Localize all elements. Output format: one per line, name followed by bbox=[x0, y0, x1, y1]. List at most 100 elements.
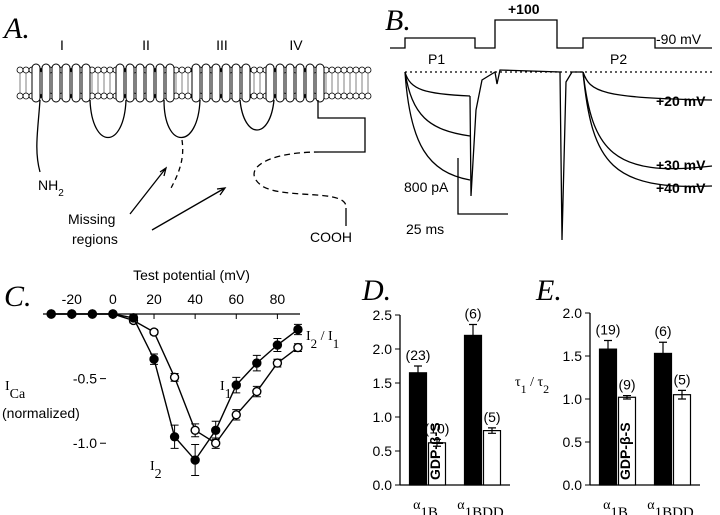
data-point bbox=[272, 340, 283, 350]
helix bbox=[275, 63, 285, 103]
data-point bbox=[190, 425, 200, 436]
error-bar bbox=[414, 365, 422, 381]
data-point bbox=[293, 342, 303, 353]
data-point bbox=[211, 438, 221, 448]
error-bar bbox=[659, 341, 667, 366]
subscript: 2 bbox=[311, 336, 318, 351]
c-terminus-line bbox=[317, 100, 366, 153]
error-bar bbox=[433, 438, 441, 447]
lipid-head bbox=[328, 66, 336, 74]
data-point bbox=[128, 313, 139, 323]
helix bbox=[51, 63, 61, 103]
y-tick-label: 2.0 bbox=[373, 341, 393, 357]
arrow bbox=[151, 187, 227, 231]
scale-bar bbox=[457, 158, 508, 215]
data-point bbox=[149, 327, 159, 337]
data-point bbox=[293, 324, 303, 335]
series-label: GDP-β-S bbox=[427, 422, 443, 480]
helix bbox=[165, 63, 175, 103]
panel-label: B. bbox=[385, 4, 411, 37]
subscript: 1 bbox=[225, 387, 232, 402]
y-axis-title: ICa bbox=[5, 379, 26, 402]
series-label: GTP-γ-S bbox=[598, 425, 614, 480]
helix bbox=[231, 63, 241, 103]
y-tick-label: 1.0 bbox=[563, 391, 583, 407]
helix bbox=[201, 63, 211, 103]
y-axis-title: τ1 / τ2 bbox=[515, 375, 549, 396]
domain-label: III bbox=[216, 37, 228, 53]
loop bbox=[89, 99, 127, 139]
lipid-head bbox=[94, 66, 102, 74]
trace bbox=[469, 69, 583, 241]
x-tick-label: α1BDD bbox=[647, 498, 694, 515]
right-axis-title: I2 / I1 bbox=[306, 329, 339, 351]
y-tick-label: 1.0 bbox=[373, 409, 393, 425]
lipid-head bbox=[250, 92, 258, 100]
lipid-head bbox=[106, 66, 114, 74]
lipid-head bbox=[100, 92, 108, 100]
n-label: (9) bbox=[618, 377, 635, 393]
missing-loop bbox=[169, 139, 184, 191]
helix bbox=[221, 63, 231, 103]
x-tick-label: -20 bbox=[62, 291, 82, 307]
lipid-head bbox=[346, 92, 354, 100]
data-point bbox=[108, 309, 118, 319]
error-bar bbox=[469, 323, 477, 347]
text-part: α bbox=[647, 498, 655, 513]
y-tick-label: 0.0 bbox=[373, 477, 393, 493]
subscript: 2 bbox=[543, 382, 549, 396]
text-part: I bbox=[220, 379, 225, 394]
y-tick-label: 1.5 bbox=[373, 375, 393, 391]
x-tick-label: 80 bbox=[270, 291, 286, 307]
n-terminus-label: NH2 bbox=[38, 177, 64, 199]
trace-label: +20 mV bbox=[656, 93, 706, 109]
domain-label: I bbox=[60, 37, 64, 53]
error-bar bbox=[623, 394, 631, 400]
subscript: 1B bbox=[420, 505, 438, 515]
subscript: 1BDD bbox=[465, 505, 504, 515]
data-point bbox=[190, 455, 200, 465]
y-axis-note: (normalized) bbox=[2, 405, 80, 421]
subscript: Ca bbox=[10, 387, 26, 402]
lipid-head bbox=[22, 66, 30, 74]
trace bbox=[404, 71, 471, 137]
lipid-head bbox=[334, 92, 342, 100]
scale-time: 25 ms bbox=[406, 221, 444, 237]
n-label: (23) bbox=[406, 347, 431, 363]
text-part: α bbox=[413, 498, 421, 513]
loop bbox=[163, 99, 201, 139]
lipid-head bbox=[184, 66, 192, 74]
data-point bbox=[46, 309, 56, 319]
bar bbox=[672, 394, 692, 486]
lipid-head bbox=[364, 66, 372, 74]
helix bbox=[61, 63, 71, 103]
trace bbox=[404, 71, 471, 97]
trace bbox=[404, 71, 471, 181]
missing-c-terminus bbox=[253, 151, 347, 209]
helix bbox=[241, 63, 251, 103]
x-tick-label: α1B bbox=[603, 498, 628, 515]
helix bbox=[71, 63, 81, 103]
arrow bbox=[129, 166, 168, 215]
lipid-head bbox=[16, 92, 24, 100]
error-bar bbox=[678, 389, 686, 400]
x-tick-label: 20 bbox=[146, 291, 162, 307]
text-part: NH bbox=[38, 177, 58, 193]
bar bbox=[653, 352, 673, 486]
loop bbox=[239, 99, 275, 131]
lipid-head bbox=[340, 92, 348, 100]
current-traces bbox=[404, 69, 713, 241]
x-axis-title: Test potential (mV) bbox=[133, 267, 250, 283]
text-part: τ bbox=[515, 375, 521, 390]
n-label: (5) bbox=[483, 409, 500, 425]
text-part: / I bbox=[317, 329, 333, 344]
y-tick-label: 2.0 bbox=[563, 305, 583, 321]
text-part: / τ bbox=[527, 375, 544, 390]
helix bbox=[285, 63, 295, 103]
lipid-head bbox=[94, 92, 102, 100]
lipid-head bbox=[352, 66, 360, 74]
x-tick-label: 40 bbox=[187, 291, 203, 307]
data-point bbox=[67, 309, 77, 319]
data-point bbox=[252, 386, 262, 397]
